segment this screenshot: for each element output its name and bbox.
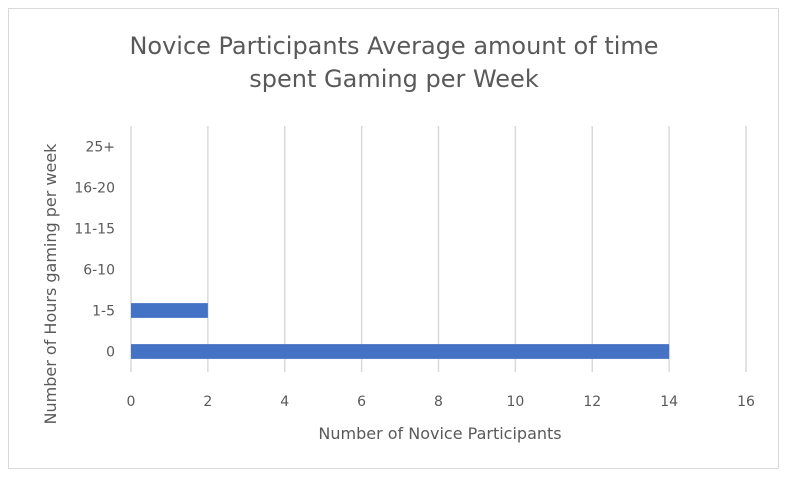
gridlines [130, 126, 747, 372]
y-tick-label-0: 0 [106, 345, 115, 361]
y-tick-label-25+: 25+ [85, 140, 115, 156]
y-tick-label-16-20: 16-20 [74, 181, 115, 197]
x-tick-label-8: 8 [434, 394, 443, 410]
bar-1-5 [131, 303, 208, 318]
x-axis-ticks: 0 2 4 6 8 10 12 14 16 [127, 394, 755, 410]
x-tick-label-16: 16 [737, 394, 755, 410]
y-tick-label-6-10: 6-10 [83, 263, 115, 279]
y-axis-title: Number of Hours gaming per week [41, 143, 60, 425]
y-tick-label-1-5: 1-5 [92, 304, 115, 320]
x-tick-label-10: 10 [506, 394, 524, 410]
y-axis-ticks: 0 1-5 6-10 11-15 16-20 25+ [74, 140, 115, 361]
x-tick-label-4: 4 [280, 394, 289, 410]
bar-0 [131, 344, 670, 359]
x-axis-title: Number of Novice Participants [318, 424, 561, 443]
x-tick-label-6: 6 [357, 394, 366, 410]
x-tick-label-2: 2 [203, 394, 212, 410]
chart-title-line-1: Novice Participants Average amount of ti… [129, 32, 659, 60]
chart-frame [8, 8, 779, 469]
x-tick-label-12: 12 [583, 394, 601, 410]
chart-title-line-2: spent Gaming per Week [249, 65, 539, 93]
y-tick-label-11-15: 11-15 [74, 222, 115, 238]
x-tick-label-0: 0 [127, 394, 136, 410]
chart-title: Novice Participants Average amount of ti… [0, 30, 788, 96]
bars [131, 303, 670, 359]
x-tick-label-14: 14 [660, 394, 678, 410]
